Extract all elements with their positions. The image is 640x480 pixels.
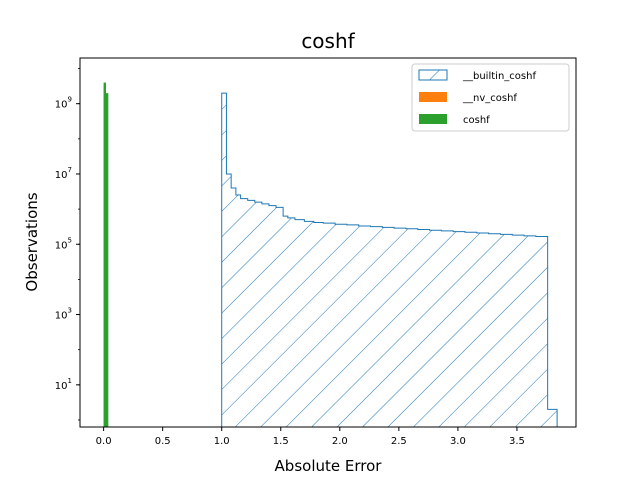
x-axis-label: Absolute Error — [275, 457, 383, 475]
y-tick-label: 109 — [55, 96, 72, 111]
y-tick-label: 105 — [55, 236, 72, 251]
x-tick-label: 1.0 — [214, 436, 230, 447]
legend: __builtin_coshf __nv_coshf coshf — [411, 63, 570, 132]
legend-swatch-nv-coshf — [419, 92, 447, 102]
series-layer — [103, 82, 558, 427]
y-tick-exponent: 5 — [68, 236, 72, 244]
bar-coshf — [103, 82, 106, 427]
x-tick-label: 2.5 — [391, 436, 407, 447]
y-tick-base: 10 — [55, 100, 68, 111]
y-tick-base: 10 — [55, 311, 68, 322]
x-tick-label: 3.5 — [509, 436, 525, 447]
legend-label-nv-coshf: __nv_coshf — [462, 93, 517, 104]
y-axis-label: Observations — [23, 192, 41, 291]
legend-swatch-builtin-coshf — [418, 69, 448, 81]
x-tick-label: 1.5 — [273, 436, 289, 447]
y-tick-exponent: 7 — [68, 166, 72, 174]
x-tick-label: 2.0 — [332, 436, 348, 447]
plot-frame — [79, 57, 577, 428]
x-tick-label: 3.0 — [450, 436, 466, 447]
x-tick-label: 0.0 — [96, 436, 112, 447]
bar-coshf — [105, 93, 109, 427]
y-tick-base: 10 — [55, 240, 68, 251]
chart-title: coshf — [301, 29, 355, 53]
legend-label-builtin-coshf: __builtin_coshf — [462, 71, 536, 82]
legend-frame — [411, 63, 570, 132]
x-axis: 0.0 0.5 1.0 1.5 2.0 2.5 3.0 3.5 — [96, 427, 525, 447]
y-tick-exponent: 9 — [68, 96, 72, 104]
y-tick-base: 10 — [55, 381, 68, 392]
y-tick-base: 10 — [55, 170, 68, 181]
x-tick-label: 0.5 — [155, 436, 171, 447]
series-builtin-coshf-histogram — [221, 92, 558, 427]
y-tick-exponent: 3 — [68, 307, 72, 315]
y-tick-label: 103 — [55, 307, 72, 322]
y-tick-exponent: 1 — [68, 377, 72, 385]
legend-swatch-coshf — [419, 114, 447, 124]
legend-label-coshf: coshf — [463, 115, 490, 126]
y-tick-label: 101 — [55, 377, 72, 392]
y-tick-label: 107 — [55, 166, 72, 181]
